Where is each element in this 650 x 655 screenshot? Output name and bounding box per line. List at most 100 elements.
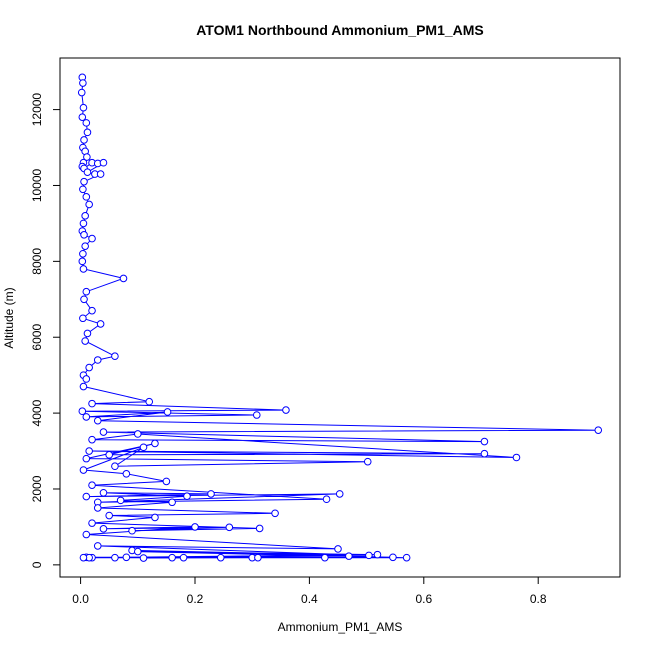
data-point xyxy=(271,509,279,518)
data-point xyxy=(322,495,331,504)
y-tick-label: 12000 xyxy=(30,93,44,127)
data-point xyxy=(133,547,142,556)
data-point xyxy=(82,119,91,127)
data-point xyxy=(225,523,234,532)
data-point xyxy=(402,553,411,562)
data-point xyxy=(85,363,93,372)
data-point xyxy=(480,449,489,458)
data-point xyxy=(594,426,603,434)
data-point xyxy=(79,219,88,228)
data-point xyxy=(88,399,96,408)
data-point xyxy=(88,306,96,315)
data-point xyxy=(79,79,87,87)
data-point xyxy=(99,525,108,533)
data-point xyxy=(183,492,191,500)
data-point xyxy=(321,553,329,562)
chart-title: ATOM1 Northbound Ammonium_PM1_AMS xyxy=(196,22,484,38)
data-point xyxy=(99,428,108,436)
data-point xyxy=(83,329,92,338)
data-point xyxy=(139,443,148,452)
data-point xyxy=(81,337,89,345)
y-tick-label: 10000 xyxy=(30,168,44,202)
y-tick-label: 0 xyxy=(30,561,44,568)
data-point xyxy=(79,466,88,474)
data-point xyxy=(80,230,88,239)
data-point xyxy=(119,274,128,283)
x-tick-label: 0.8 xyxy=(530,592,547,606)
data-point xyxy=(105,511,113,520)
data-point xyxy=(79,382,88,391)
data-point xyxy=(78,257,87,266)
data-point xyxy=(255,524,264,533)
data-point xyxy=(373,550,382,559)
data-point xyxy=(105,451,113,459)
data-point xyxy=(512,453,521,462)
data-point xyxy=(93,416,102,425)
data-point xyxy=(345,552,353,560)
data-point xyxy=(334,545,342,553)
data-point xyxy=(88,519,96,527)
data-point xyxy=(96,170,105,178)
data-point xyxy=(82,492,91,501)
y-tick-label: 4000 xyxy=(30,399,44,426)
data-point xyxy=(83,153,91,161)
data-point xyxy=(99,488,108,497)
data-point xyxy=(79,553,88,562)
x-tick-label: 0.2 xyxy=(187,592,204,606)
data-point xyxy=(365,551,373,560)
data-point xyxy=(122,470,131,478)
data-point xyxy=(80,136,88,144)
data-point xyxy=(77,88,86,97)
data-point xyxy=(163,408,172,416)
data-point xyxy=(111,462,119,471)
data-point xyxy=(335,490,344,498)
data-point xyxy=(162,477,171,486)
data-point xyxy=(93,542,102,550)
data-point xyxy=(79,103,88,112)
y-tick-label: 8000 xyxy=(30,248,44,275)
data-point xyxy=(88,435,96,444)
data-point xyxy=(207,490,215,498)
data-point xyxy=(82,454,91,463)
data-point xyxy=(179,553,188,562)
data-point xyxy=(282,406,290,414)
data-point xyxy=(79,185,87,194)
data-point xyxy=(82,287,91,296)
data-point xyxy=(82,375,91,383)
data-point xyxy=(82,413,91,421)
data-point xyxy=(139,554,148,562)
data-point xyxy=(83,128,92,137)
data-point xyxy=(122,553,131,562)
data-point xyxy=(252,411,261,419)
plot-box xyxy=(59,57,621,578)
data-point xyxy=(82,193,91,201)
data-point xyxy=(116,496,125,505)
data-point xyxy=(80,295,88,304)
data-point xyxy=(254,553,262,562)
y-tick-label: 6000 xyxy=(30,324,44,351)
data-point xyxy=(93,356,102,364)
data-point xyxy=(85,447,93,455)
data-point xyxy=(78,113,87,121)
data-point xyxy=(79,265,88,273)
data-point xyxy=(80,177,88,186)
data-point xyxy=(78,407,87,416)
y-axis-label: Altitude (m) xyxy=(2,287,16,348)
data-point xyxy=(79,249,87,258)
data-point xyxy=(168,498,176,507)
data-point xyxy=(363,457,372,466)
data-point xyxy=(79,314,87,323)
data-point xyxy=(151,439,159,448)
data-point xyxy=(93,504,102,512)
data-point xyxy=(389,553,397,562)
data-point xyxy=(168,553,176,562)
data-point xyxy=(88,481,96,489)
data-point xyxy=(128,526,136,535)
data-point xyxy=(133,430,142,438)
data-point xyxy=(83,168,92,176)
data-point xyxy=(111,352,119,360)
data-point xyxy=(151,513,159,522)
